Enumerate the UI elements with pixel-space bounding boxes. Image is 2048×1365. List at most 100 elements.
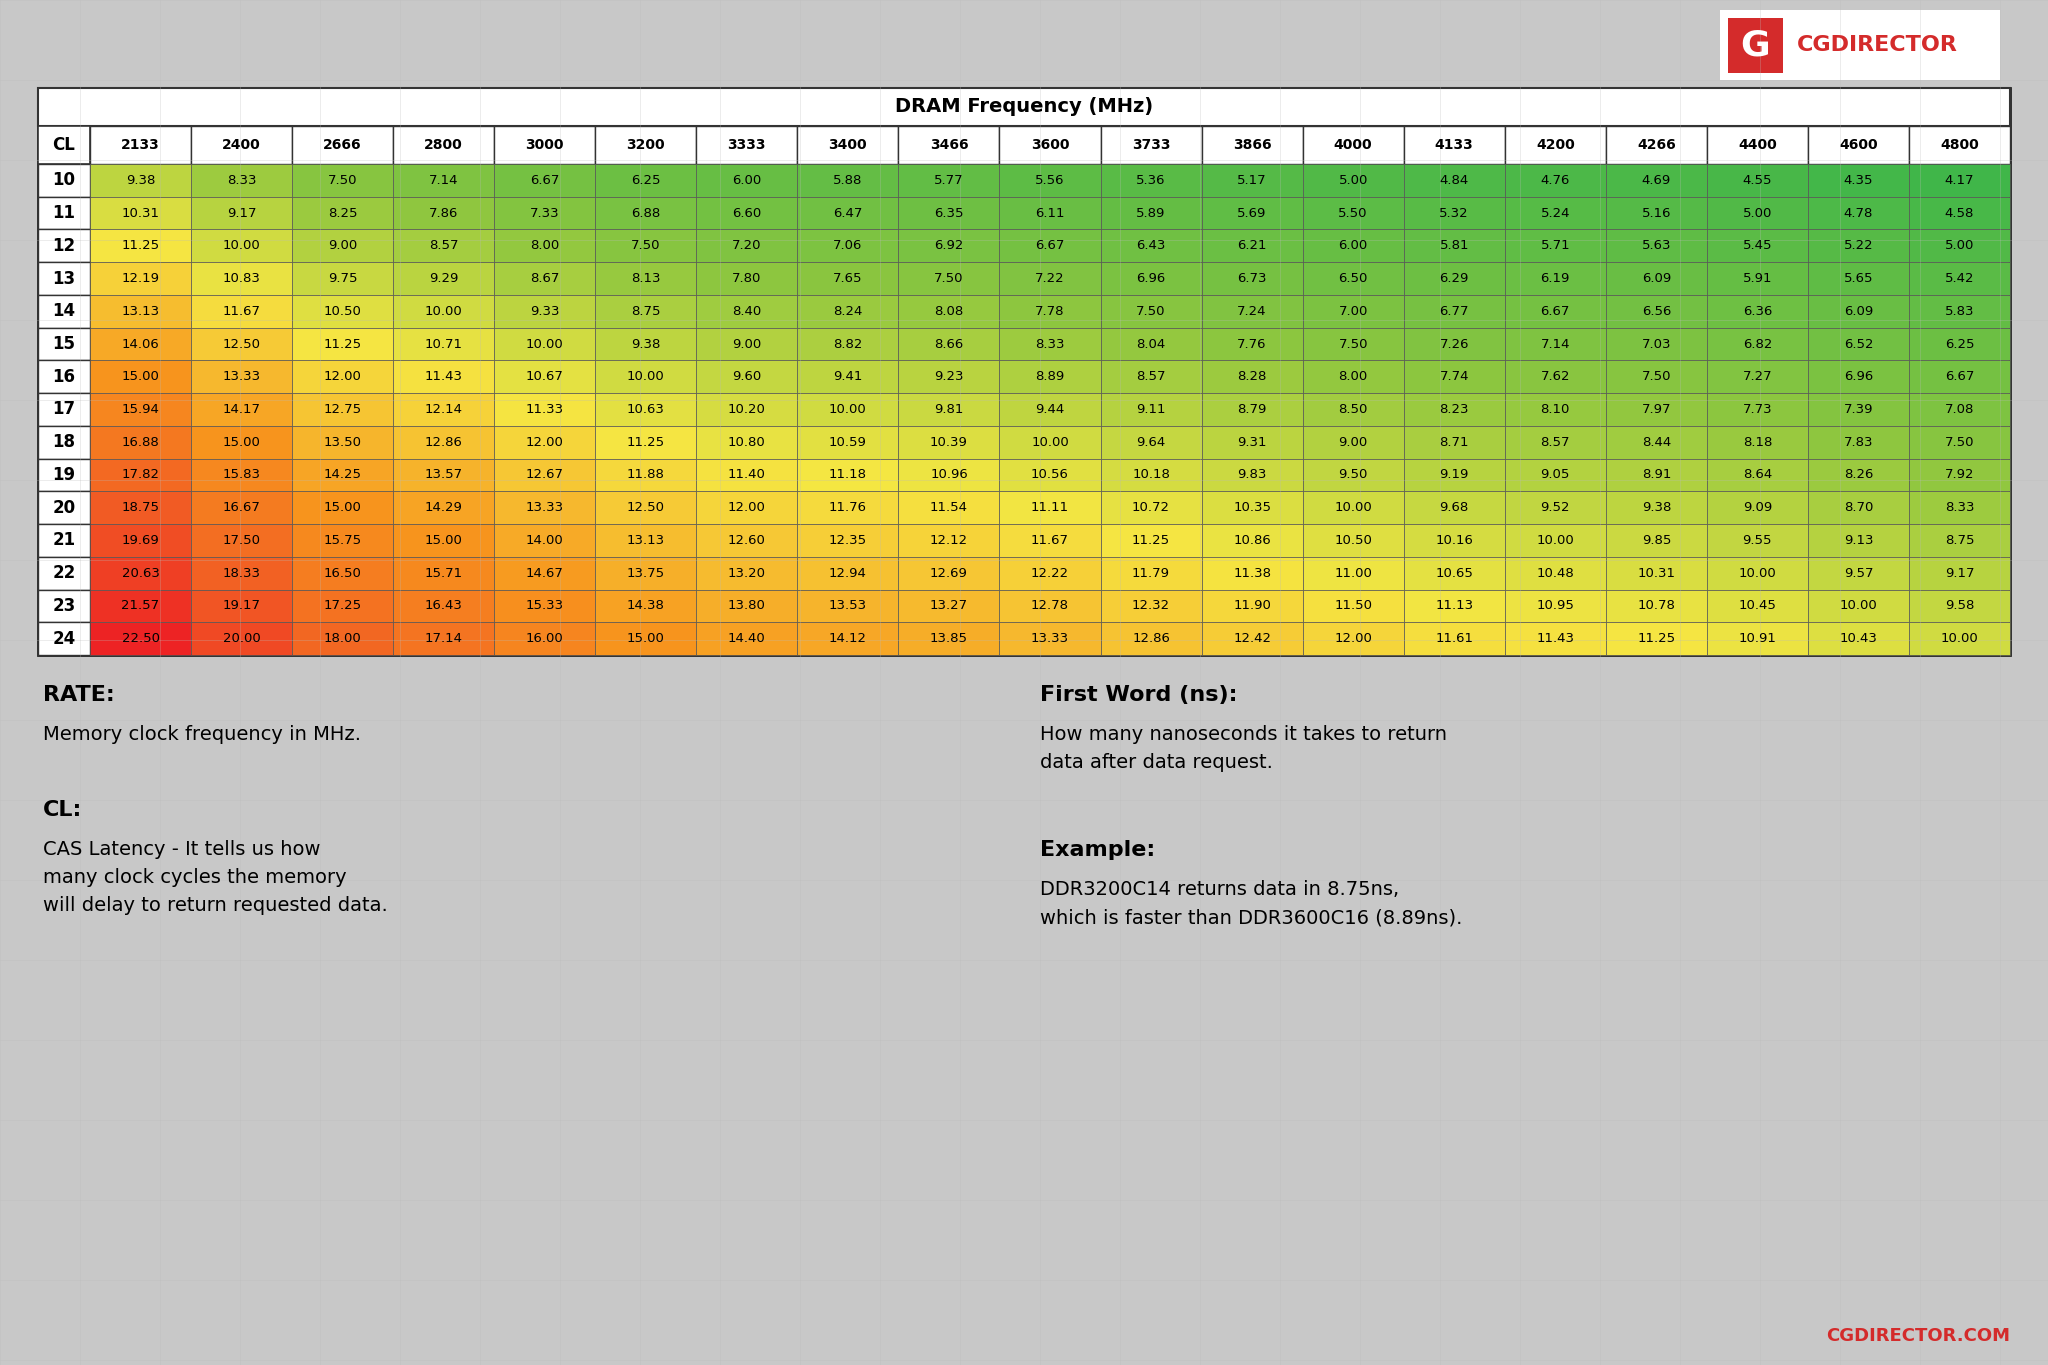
Bar <box>1808 126 1909 164</box>
Text: 4400: 4400 <box>1739 138 1778 152</box>
Bar <box>1909 426 2009 459</box>
Text: 5.00: 5.00 <box>1743 206 1772 220</box>
Bar <box>596 126 696 164</box>
Bar <box>797 164 899 197</box>
Text: 7.22: 7.22 <box>1034 272 1065 285</box>
Text: 5.32: 5.32 <box>1440 206 1468 220</box>
Text: 10.63: 10.63 <box>627 403 666 416</box>
Bar <box>1303 126 1403 164</box>
Bar <box>494 393 596 426</box>
Bar <box>1403 590 1505 622</box>
Bar <box>1909 590 2009 622</box>
Text: 18.33: 18.33 <box>223 566 260 580</box>
Bar <box>797 262 899 295</box>
Bar <box>797 557 899 590</box>
Bar <box>494 328 596 360</box>
Bar <box>696 295 797 328</box>
Text: 10.00: 10.00 <box>1839 599 1878 613</box>
Bar <box>999 557 1100 590</box>
Bar <box>1706 328 1808 360</box>
Text: 15.00: 15.00 <box>627 632 666 646</box>
Text: 7.50: 7.50 <box>631 239 662 253</box>
Bar <box>797 295 899 328</box>
Bar <box>1100 197 1202 229</box>
Bar <box>1808 459 1909 491</box>
Text: 9.64: 9.64 <box>1137 435 1165 449</box>
Bar <box>1909 262 2009 295</box>
Bar <box>39 164 90 197</box>
Text: 10.78: 10.78 <box>1638 599 1675 613</box>
Text: 12.00: 12.00 <box>1333 632 1372 646</box>
Bar <box>1808 622 1909 655</box>
Text: 10.39: 10.39 <box>930 435 969 449</box>
Text: 7.62: 7.62 <box>1540 370 1571 384</box>
Bar <box>1303 622 1403 655</box>
Text: 10.00: 10.00 <box>829 403 866 416</box>
Text: 7.24: 7.24 <box>1237 304 1268 318</box>
Bar <box>1720 10 2001 81</box>
Bar <box>596 426 696 459</box>
Text: 12.42: 12.42 <box>1233 632 1272 646</box>
Bar <box>1909 557 2009 590</box>
Text: 8.00: 8.00 <box>1339 370 1368 384</box>
Bar <box>1403 126 1505 164</box>
Bar <box>1505 295 1606 328</box>
Text: 6.00: 6.00 <box>1339 239 1368 253</box>
Text: 9.75: 9.75 <box>328 272 358 285</box>
Text: 11.00: 11.00 <box>1333 566 1372 580</box>
Text: 5.81: 5.81 <box>1440 239 1468 253</box>
Bar <box>1303 229 1403 262</box>
Text: 7.39: 7.39 <box>1843 403 1874 416</box>
Bar <box>696 197 797 229</box>
Text: 7.08: 7.08 <box>1946 403 1974 416</box>
Text: 9.44: 9.44 <box>1036 403 1065 416</box>
Bar <box>797 229 899 262</box>
Bar <box>293 197 393 229</box>
Text: 10.43: 10.43 <box>1839 632 1878 646</box>
Bar <box>1808 262 1909 295</box>
Text: 5.50: 5.50 <box>1339 206 1368 220</box>
Bar <box>596 459 696 491</box>
Bar <box>39 622 90 655</box>
Bar <box>1202 622 1303 655</box>
Bar <box>797 459 899 491</box>
Bar <box>1909 164 2009 197</box>
Bar <box>696 328 797 360</box>
Bar <box>293 426 393 459</box>
Bar <box>293 164 393 197</box>
Bar <box>1403 328 1505 360</box>
Text: 11.54: 11.54 <box>930 501 969 515</box>
Text: 13.27: 13.27 <box>930 599 969 613</box>
Bar <box>293 262 393 295</box>
Text: 6.96: 6.96 <box>1137 272 1165 285</box>
Text: 7.03: 7.03 <box>1642 337 1671 351</box>
Bar <box>1303 164 1403 197</box>
Text: 6.50: 6.50 <box>1339 272 1368 285</box>
Bar <box>90 622 190 655</box>
Text: First Word (ns):: First Word (ns): <box>1040 685 1237 704</box>
Bar <box>899 622 999 655</box>
Text: 4.55: 4.55 <box>1743 173 1772 187</box>
Bar <box>1808 295 1909 328</box>
Text: 14.40: 14.40 <box>727 632 766 646</box>
Text: 16.43: 16.43 <box>424 599 463 613</box>
Bar <box>596 164 696 197</box>
Bar <box>797 524 899 557</box>
Text: 6.60: 6.60 <box>733 206 762 220</box>
Text: G: G <box>1741 29 1769 63</box>
Bar <box>190 557 293 590</box>
Bar <box>1505 328 1606 360</box>
Text: 9.68: 9.68 <box>1440 501 1468 515</box>
Text: 5.00: 5.00 <box>1339 173 1368 187</box>
Bar <box>1403 295 1505 328</box>
Bar <box>899 126 999 164</box>
Text: 10.96: 10.96 <box>930 468 969 482</box>
Text: 7.06: 7.06 <box>834 239 862 253</box>
Bar <box>1606 262 1706 295</box>
Bar <box>1403 360 1505 393</box>
Bar <box>596 360 696 393</box>
Text: 7.76: 7.76 <box>1237 337 1268 351</box>
Bar <box>90 328 190 360</box>
Text: 5.65: 5.65 <box>1843 272 1874 285</box>
Bar <box>1202 557 1303 590</box>
